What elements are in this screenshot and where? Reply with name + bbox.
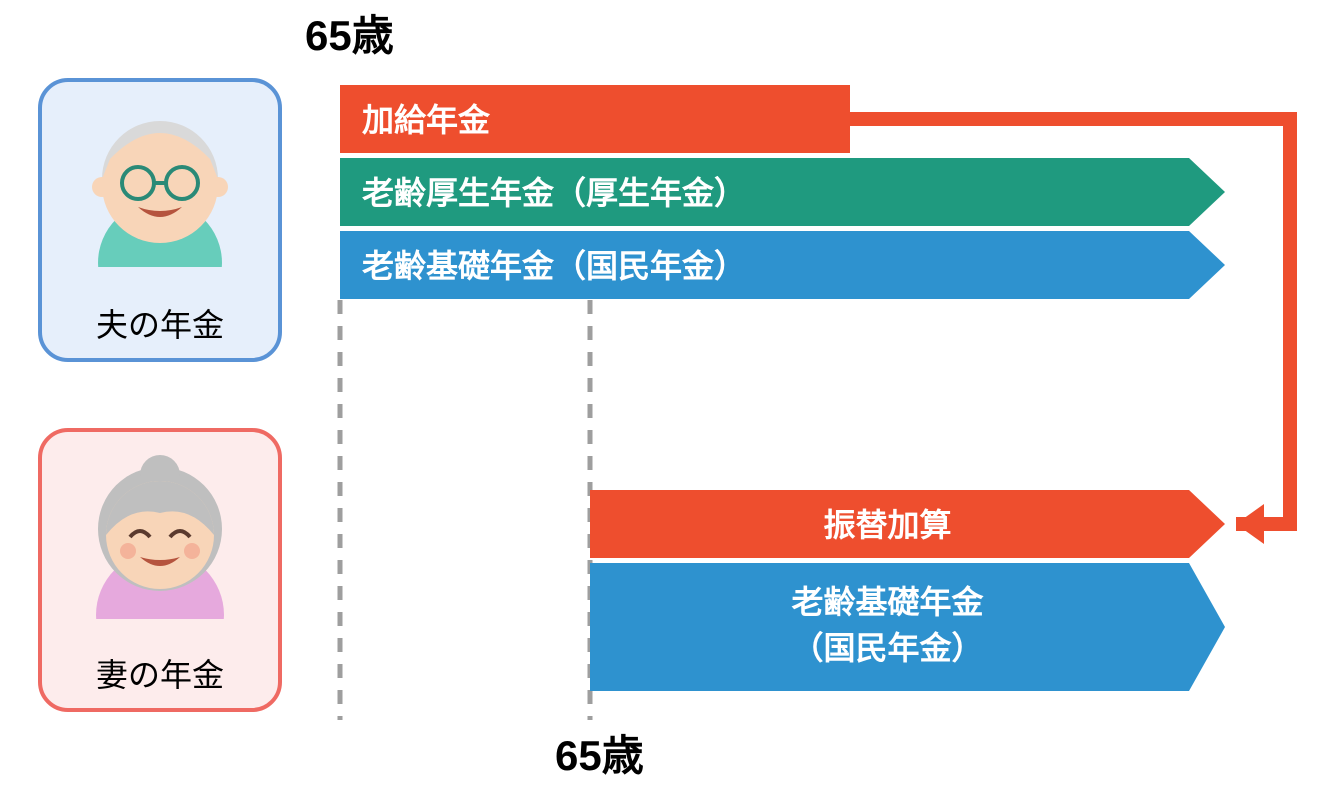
husband-bar-kiso-label: 老齢基礎年金（国民年金） xyxy=(362,248,746,284)
wife-bar-kiso-label-1: 老齢基礎年金 xyxy=(791,584,984,620)
wife-card-label: 妻の年金 xyxy=(96,657,224,693)
wife-bar-kiso xyxy=(590,563,1225,691)
husband-card-label: 夫の年金 xyxy=(96,307,224,343)
husband-age-label: 65歳 xyxy=(305,12,394,59)
connector-arrowhead xyxy=(1236,504,1264,544)
wife-bar-furikae-label: 振替加算 xyxy=(823,507,951,543)
wife-bar-kiso-label-2: （国民年金） xyxy=(791,630,983,666)
husband-avatar xyxy=(92,121,228,337)
wife-age-label: 65歳 xyxy=(555,732,644,779)
husband-bar-kakyu-label: 加給年金 xyxy=(362,102,491,138)
husband-bar-kosei-label: 老齢厚生年金（厚生年金） xyxy=(362,175,746,211)
